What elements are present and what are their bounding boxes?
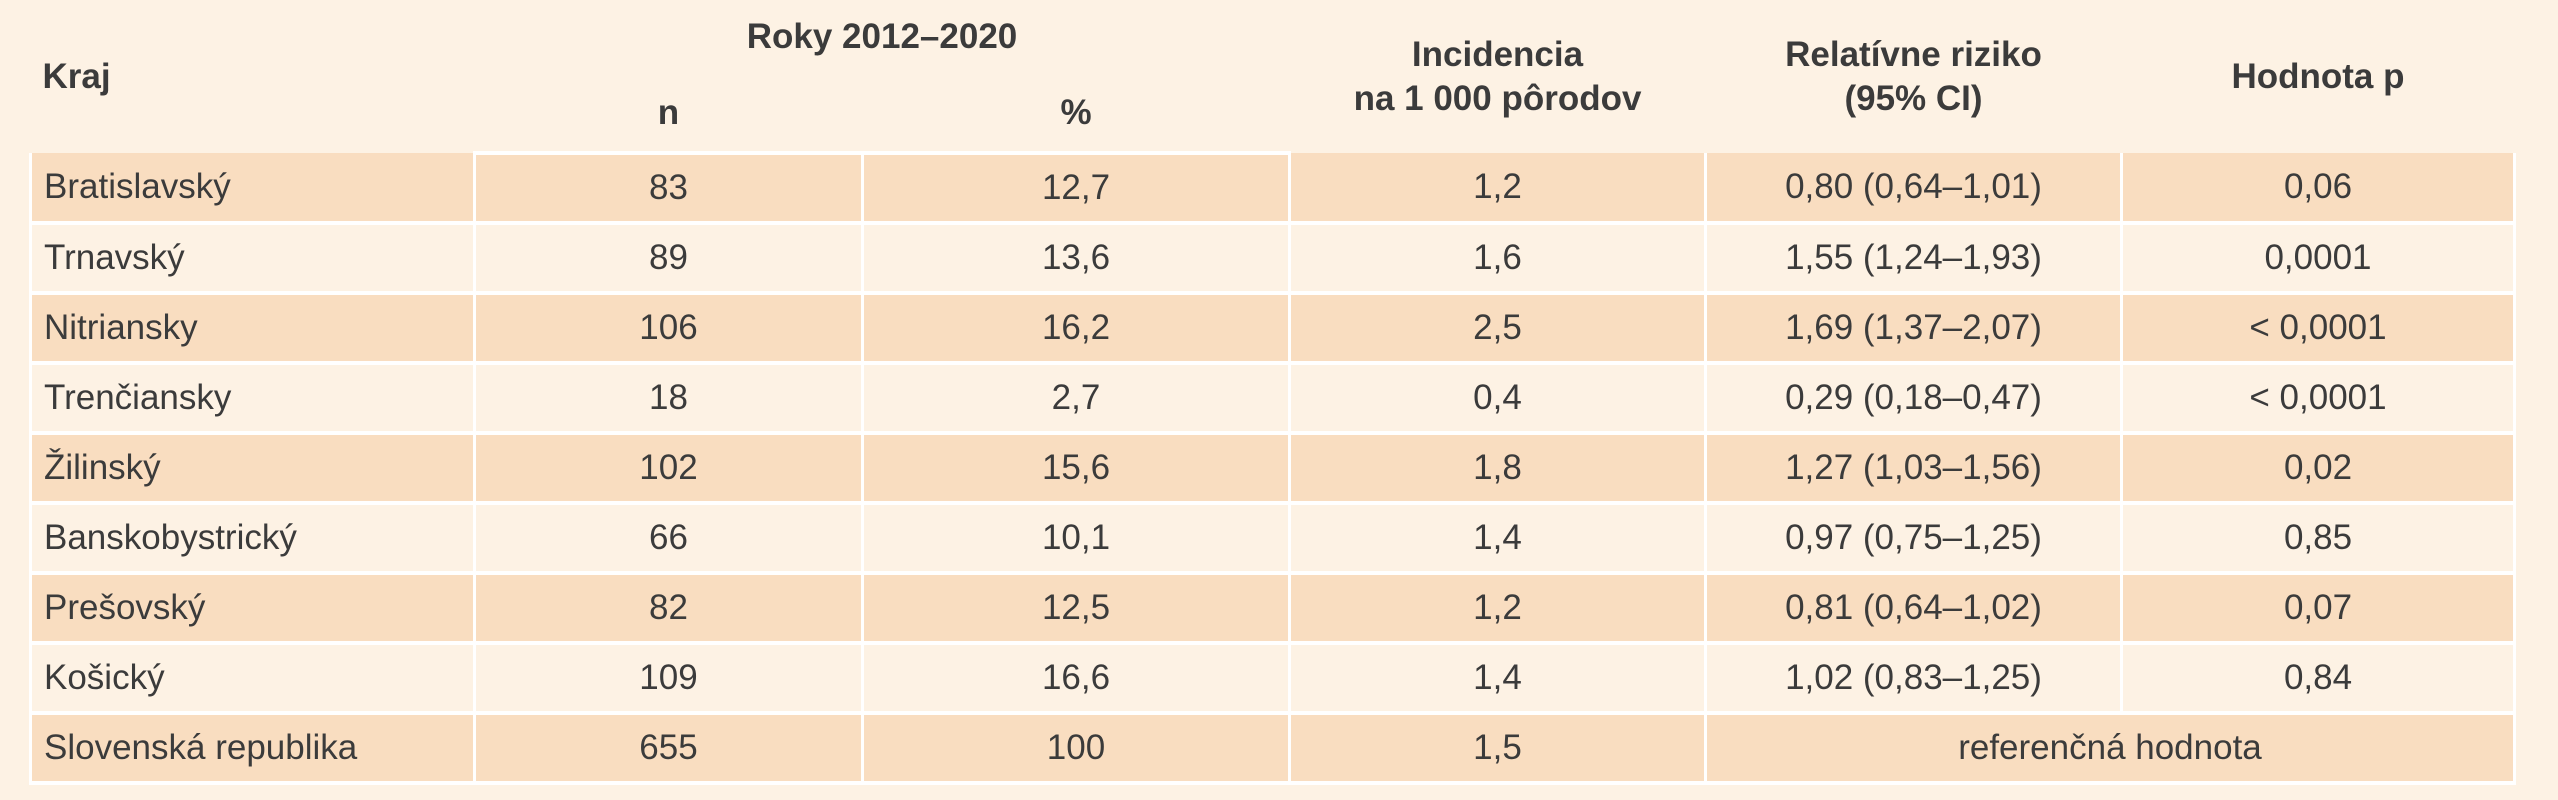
value-cell: 66 [473, 503, 864, 575]
value-cell: 0,81 (0,64–1,02) [1704, 573, 2123, 645]
header-line: Relatívne riziko [1785, 34, 2042, 74]
value-cell: 100 [861, 713, 1291, 785]
value-cell: 16,6 [861, 643, 1291, 715]
header-line: na 1 000 pôrodov [1353, 78, 1642, 118]
value-cell: 16,2 [861, 293, 1291, 365]
value-cell: 0,80 (0,64–1,01) [1704, 153, 2123, 225]
value-cell: 1,27 (1,03–1,56) [1704, 433, 2123, 505]
value-cell: 1,55 (1,24–1,93) [1704, 223, 2123, 295]
value-cell: 1,8 [1288, 433, 1707, 505]
value-cell: 106 [473, 293, 864, 365]
value-cell: 1,2 [1288, 153, 1707, 225]
value-cell: 13,6 [861, 223, 1291, 295]
data-table: Kraj Roky 2012–2020 Incidencia na 1 000 p… [29, 0, 2516, 785]
value-cell: 1,69 (1,37–2,07) [1704, 293, 2123, 365]
table-body: Bratislavský 83 12,7 1,2 0,80 (0,64–1,01) 0,0… [29, 153, 2516, 785]
header-incidence: Incidencia na 1 000 pôrodov [1290, 0, 1706, 153]
value-cell: 1,2 [1288, 573, 1707, 645]
value-cell: 1,02 (0,83–1,25) [1704, 643, 2123, 715]
value-cell: referenčná hodnota [1704, 713, 2516, 785]
value-cell: 1,6 [1288, 223, 1707, 295]
value-cell: 0,4 [1288, 363, 1707, 435]
value-cell: 18 [473, 363, 864, 435]
header-relative-risk: Relatívne riziko (95% CI) [1706, 0, 2122, 153]
value-cell: 1,4 [1288, 503, 1707, 575]
value-cell: 0,84 [2120, 643, 2516, 715]
value-cell: 0,07 [2120, 573, 2516, 645]
value-cell: 82 [473, 573, 864, 645]
region-cell: Prešovský [29, 573, 476, 645]
region-cell: Nitriansky [29, 293, 476, 365]
region-cell: Trenčiansky [29, 363, 476, 435]
region-cell: Slovenská republika [29, 713, 476, 785]
header-line: Incidencia [1411, 34, 1584, 74]
table-row: Trenčiansky 18 2,7 0,4 0,29 (0,18–0,47) < 0,0… [29, 363, 2516, 435]
value-cell: 10,1 [861, 503, 1291, 575]
table-row: Trnavský 89 13,6 1,6 1,55 (1,24–1,93) 0,0001 [29, 223, 2516, 295]
value-cell: 102 [473, 433, 864, 505]
header-region: Kraj [42, 56, 111, 96]
table-row: Banskobystrický 66 10,1 1,4 0,97 (0,75–1,25)… [29, 503, 2516, 575]
table-row: Žilinský 102 15,6 1,8 1,27 (1,03–1,56) 0,02 [29, 433, 2516, 505]
table-row: Nitriansky 106 16,2 2,5 1,69 (1,37–2,07) < 0,… [29, 293, 2516, 365]
header-n: n [474, 74, 863, 155]
table-row: Bratislavský 83 12,7 1,2 0,80 (0,64–1,01) 0,0… [29, 153, 2516, 225]
value-cell: < 0,0001 [2120, 293, 2516, 365]
value-cell: 109 [473, 643, 864, 715]
value-cell: 0,02 [2120, 433, 2516, 505]
value-cell: 2,7 [861, 363, 1291, 435]
value-cell: 12,5 [861, 573, 1291, 645]
table-container: Kraj Roky 2012–2020 Incidencia na 1 000 p… [29, 0, 2516, 785]
value-cell: 0,06 [2120, 153, 2516, 225]
region-cell: Žilinský [29, 433, 476, 505]
value-cell: 15,6 [861, 433, 1291, 505]
region-cell: Bratislavský [29, 153, 476, 225]
value-cell: 2,5 [1288, 293, 1707, 365]
value-cell: 0,0001 [2120, 223, 2516, 295]
header-percent: % [862, 74, 1290, 155]
value-cell: 12,7 [861, 153, 1291, 225]
value-cell: 89 [473, 223, 864, 295]
value-cell: 655 [473, 713, 864, 785]
value-cell: 1,4 [1288, 643, 1707, 715]
region-cell: Košický [29, 643, 476, 715]
table-row: Košický 109 16,6 1,4 1,02 (0,83–1,25) 0,84 [29, 643, 2516, 715]
header-period: Roky 2012–2020 [746, 17, 1018, 56]
table-row: Slovenská republika 655 100 1,5 referenčná h… [29, 713, 2516, 785]
table-row: Prešovský 82 12,5 1,2 0,81 (0,64–1,02) 0,07 [29, 573, 2516, 645]
region-cell: Trnavský [29, 223, 476, 295]
value-cell: 0,97 (0,75–1,25) [1704, 503, 2123, 575]
header-line: (95% CI) [1844, 78, 1983, 118]
region-cell: Banskobystrický [29, 503, 476, 575]
value-cell: 1,5 [1288, 713, 1707, 785]
value-cell: < 0,0001 [2120, 363, 2516, 435]
header-p-value: Hodnota p [2231, 56, 2405, 96]
value-cell: 0,85 [2120, 503, 2516, 575]
value-cell: 0,29 (0,18–0,47) [1704, 363, 2123, 435]
value-cell: 83 [473, 153, 864, 225]
